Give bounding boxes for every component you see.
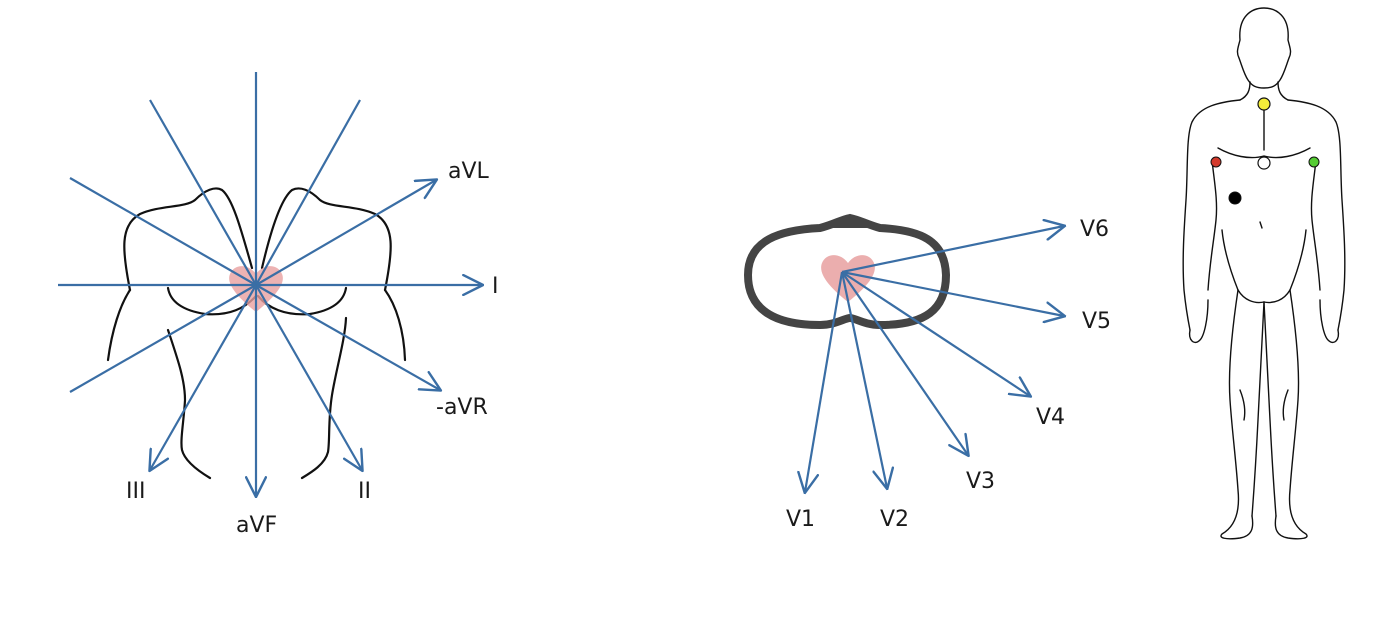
lead-V2-arrow [840, 271, 887, 488]
limb-leads-panel: I aVL -aVR II aVF III [58, 72, 499, 538]
label-II: II [358, 479, 371, 504]
chest-leads-panel: V1 V2 V3 V4 V5 V6 [743, 213, 1111, 532]
head-outline [1236, 7, 1292, 89]
electrode-sternum-white [1257, 156, 1271, 170]
lead-V3-arrow [841, 271, 968, 455]
electrode-right-arm-red [1210, 156, 1222, 168]
lead-III-arrow [150, 284, 257, 470]
label-V3: V3 [966, 469, 995, 494]
lead-V1-arrow [805, 271, 844, 492]
body-figure [1182, 7, 1346, 540]
heart-icon [821, 255, 875, 302]
torso-outline [1182, 99, 1241, 331]
lead-V6-arrow [841, 226, 1064, 274]
label-V4: V4 [1036, 405, 1065, 430]
lead-aVL-arrow [255, 180, 436, 286]
electrode-left-arm-green [1308, 156, 1320, 168]
label-V5: V5 [1082, 309, 1111, 334]
lead-V4-arrow [841, 271, 1030, 396]
limb-axes [58, 72, 482, 496]
electrodes [1210, 97, 1320, 205]
label-aVF: aVF [236, 513, 277, 538]
label-I: I [492, 274, 499, 299]
lead-V5-arrow [841, 270, 1064, 316]
electrode-chest-black [1228, 191, 1242, 205]
axis-30 [255, 99, 361, 286]
label-V2: V2 [880, 507, 909, 532]
spine-bump [822, 216, 878, 228]
axis-150 [149, 99, 257, 286]
legs-outline [1220, 289, 1254, 540]
electrode-neck-yellow [1257, 97, 1271, 111]
axis-bottom-left [69, 284, 257, 393]
label-V6: V6 [1080, 217, 1109, 242]
label-III: III [126, 479, 145, 504]
chest-axes [805, 226, 1064, 492]
lead-II-arrow [255, 284, 362, 470]
label-neg-aVR: -aVR [436, 395, 488, 420]
axis-top-left [69, 177, 257, 286]
lead-neg-aVR-arrow [255, 284, 440, 390]
label-aVL: aVL [448, 159, 490, 184]
label-V1: V1 [786, 507, 815, 532]
